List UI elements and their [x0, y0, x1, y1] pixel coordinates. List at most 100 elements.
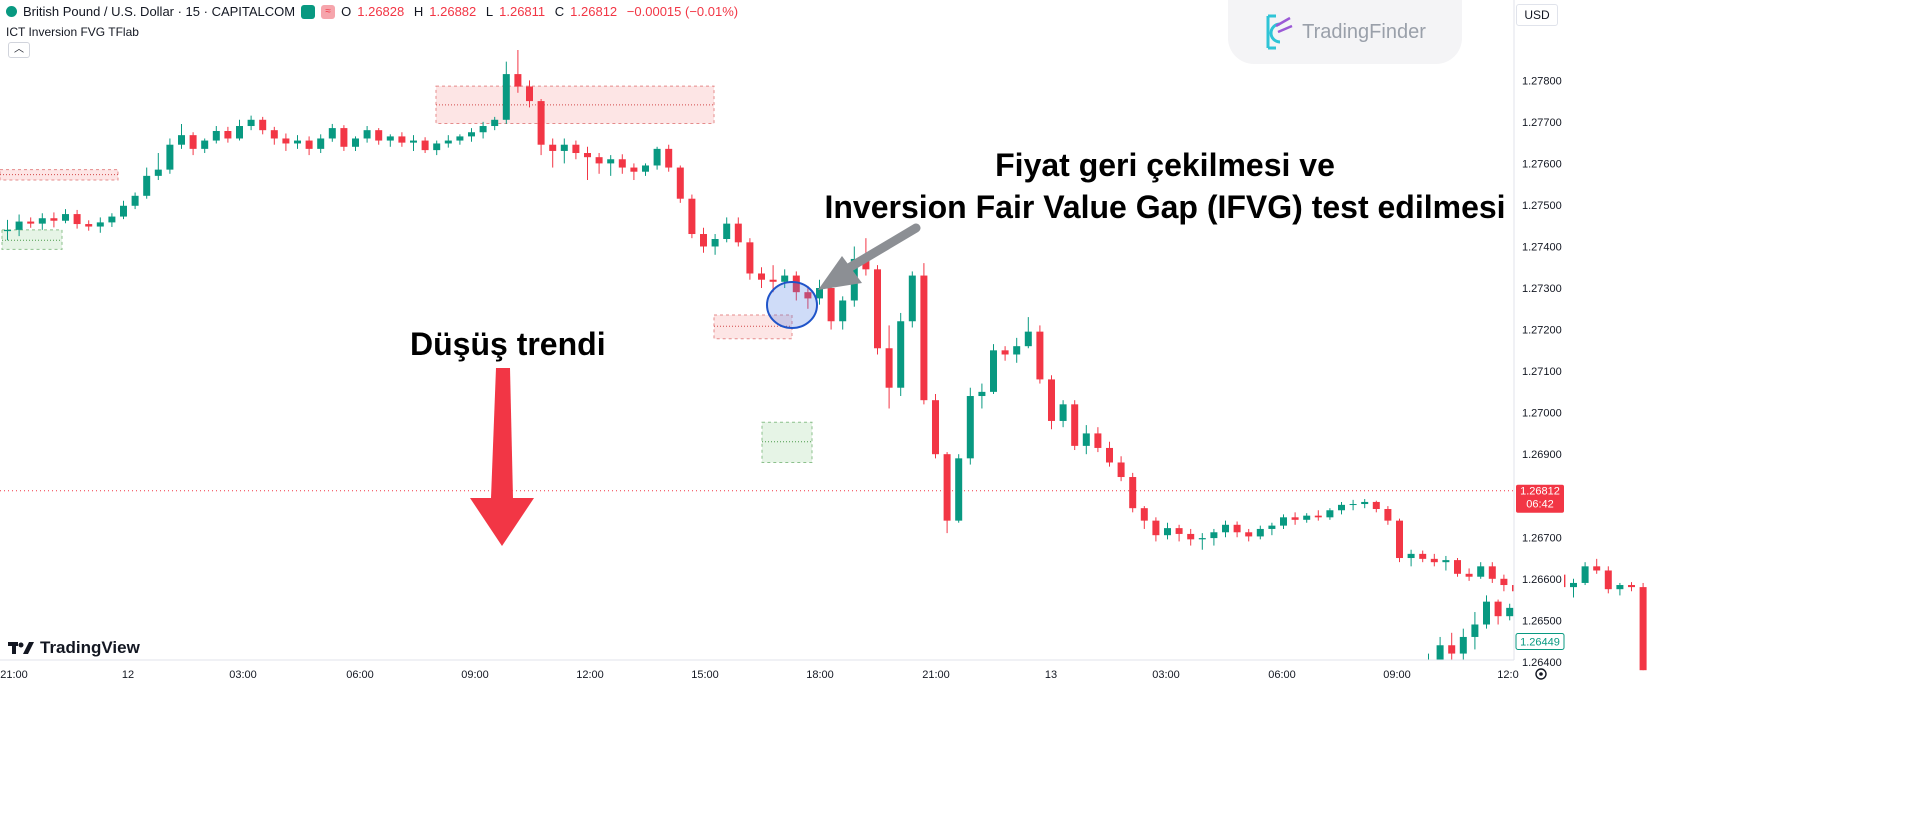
price-tick-label: 1.27100 [1522, 366, 1562, 378]
bullish-candle [1616, 582, 1624, 596]
bearish-candle [688, 194, 696, 239]
candle-body [537, 101, 545, 145]
candle-body [700, 234, 707, 247]
last-price-label: 1.26812 06:42 [1516, 484, 1564, 513]
time-tick-label: 09:00 [1383, 669, 1411, 681]
candle-body [282, 138, 290, 144]
bullish-candle [120, 200, 127, 220]
candle-body [746, 242, 754, 274]
candle-body [1175, 528, 1183, 534]
price-axis[interactable]: 1.27800 1.27700 1.27600 1.27500 1.27400 1.273… [1522, 75, 1562, 669]
candle-body [920, 275, 928, 401]
candle-body [1488, 566, 1496, 579]
candle-body [491, 119, 499, 127]
ifvg-annotation: Fiyat geri çekilmesi ve Inversion Fair V… [800, 144, 1530, 228]
tradingview-brand: TradingView [40, 638, 140, 657]
time-axis[interactable]: 21:00 12 03:00 06:00 09:00 12:00 15:00 18:00 21:… [0, 669, 1518, 681]
bullish-candle [560, 138, 568, 164]
price-axis-bg[interactable] [1514, 0, 1564, 660]
candle-body [363, 130, 371, 139]
secondary-price-badge [1515, 633, 1565, 651]
price-tick-label: 1.26900 [1522, 449, 1562, 461]
bearish-candle [618, 154, 626, 174]
secondary-price-value: 1.26449 [1520, 637, 1560, 649]
bullish-candle [955, 454, 963, 523]
candle-body [305, 140, 313, 149]
symbol-header: British Pound / U.S. Dollar · 15 · CAPIT… [6, 4, 744, 19]
candles[interactable] [4, 50, 1647, 679]
bearish-candle [1152, 517, 1160, 542]
price-tick-label: 1.27500 [1522, 200, 1562, 212]
candle-body [236, 126, 243, 139]
compare-icon[interactable]: ≈ [321, 4, 336, 19]
collapse-indicators-button[interactable]: ︿ [8, 42, 30, 58]
bullish-candle [247, 115, 255, 131]
bullish-candle [607, 155, 615, 176]
gray-pointer-arrow [818, 223, 921, 290]
ifvg-test-circle [766, 281, 818, 329]
candle-body [375, 130, 383, 141]
bullish-candle [978, 383, 986, 409]
candle-body [734, 223, 742, 243]
candle-body [433, 143, 441, 151]
candle-body [294, 140, 301, 144]
bullish-candle [1164, 522, 1171, 540]
price-tick-label: 1.27000 [1522, 408, 1562, 420]
settings-icon[interactable] [1535, 668, 1547, 680]
bearish-candle [1430, 553, 1438, 567]
bearish-candle [1628, 582, 1635, 592]
bearish-candle [1372, 500, 1380, 513]
bearish-candle [1175, 524, 1183, 542]
candle-body [827, 288, 835, 322]
candle-body [607, 159, 615, 164]
zone-bearish-ifvg [713, 314, 793, 340]
bullish-candle [1407, 549, 1415, 567]
bullish-candle [1013, 337, 1021, 363]
candle-body [259, 119, 267, 131]
currency-button[interactable]: USD [1516, 4, 1558, 26]
bearish-candle [1396, 518, 1403, 563]
bullish-candle [154, 153, 162, 181]
candle-body [1048, 379, 1055, 421]
bullish-candle [1210, 528, 1218, 546]
bullish-candle [479, 121, 487, 139]
time-tick-label: 18:00 [806, 669, 834, 681]
candle-body [1372, 501, 1380, 510]
candle-body [908, 275, 916, 322]
flag-icon[interactable] [301, 4, 316, 19]
time-tick-label: 21:00 [922, 669, 950, 681]
symbol-title[interactable]: British Pound / U.S. Dollar · 15 · CAPIT… [23, 4, 296, 19]
candle-body [874, 269, 881, 349]
candle-body [1448, 645, 1456, 654]
price-tick-label: 1.26400 [1522, 657, 1562, 669]
bullish-candle [1483, 595, 1490, 629]
candle-body [1094, 433, 1102, 448]
price-tick-label: 1.26700 [1522, 532, 1562, 544]
candle-body [328, 128, 336, 139]
price-tick-label: 1.27700 [1522, 117, 1562, 129]
downtrend-annotation: Düşüş trendi [410, 326, 606, 362]
candle-body [1442, 560, 1450, 563]
candle-body [1129, 477, 1137, 509]
candle-body [131, 195, 139, 206]
candle-body [410, 140, 417, 143]
time-axis-bg[interactable] [0, 660, 1514, 688]
indicator-name[interactable]: ICT Inversion FVG TFlab [6, 25, 139, 39]
candle-body [38, 218, 46, 224]
bullish-candle [781, 269, 789, 289]
candle-body [421, 140, 429, 151]
candle-body [224, 131, 232, 139]
bullish-candle [723, 217, 731, 243]
candle-body [1233, 524, 1241, 533]
bearish-candle [1233, 521, 1241, 538]
tradingview-watermark[interactable]: TradingView [8, 638, 140, 658]
candle-body [108, 216, 116, 223]
candle-body [1164, 528, 1171, 536]
candle-body [1106, 447, 1113, 463]
candle-body [1628, 585, 1635, 588]
candle-body [1187, 533, 1195, 540]
bearish-candle [758, 267, 765, 289]
candle-body [618, 159, 626, 168]
bullish-candle [1024, 317, 1032, 349]
